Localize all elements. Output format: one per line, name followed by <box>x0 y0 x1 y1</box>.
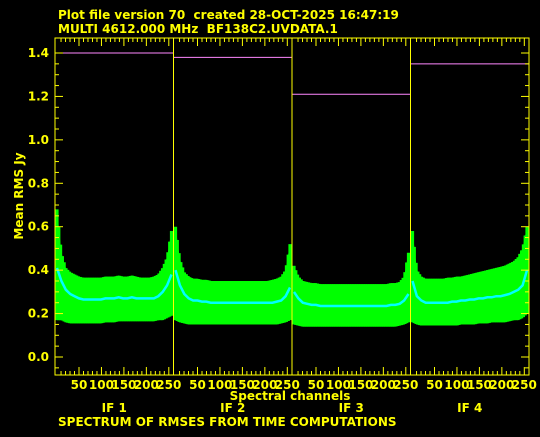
if-2-band-fill <box>175 226 290 325</box>
if-4-error-bars <box>410 226 529 326</box>
plot-frame <box>54 37 530 376</box>
if-2-error-bars <box>173 226 292 325</box>
if-3-band-fill <box>294 252 409 327</box>
if-4-xtick-label: 250 <box>512 378 537 392</box>
if-1-xtick-label: 50 <box>71 378 88 392</box>
if-3-mean-line <box>292 291 410 308</box>
ytick-label: 0.0 <box>28 350 49 364</box>
if-4-xtick-label: 100 <box>444 378 469 392</box>
ytick-label: 0.8 <box>28 176 49 190</box>
if-3-xtick-label: 200 <box>371 378 396 392</box>
plot-border <box>54 37 530 376</box>
if-3-label: IF 3 <box>339 401 364 415</box>
if-4-xtick-label: 150 <box>467 378 492 392</box>
if-2-xtick-label: 100 <box>207 378 232 392</box>
if-2-label: IF 2 <box>220 401 245 415</box>
if-1-xtick-label: 200 <box>134 378 159 392</box>
if-2-mean-line <box>174 269 292 304</box>
x-axis-label: Spectral channels <box>230 389 351 403</box>
if-3-xtick-label: 250 <box>393 378 418 392</box>
if-1-mean-line <box>55 267 173 301</box>
if-4-label: IF 4 <box>457 401 482 415</box>
y-axis-label: Mean RMS Jy <box>12 152 26 239</box>
if-2-xtick-label: 150 <box>230 378 255 392</box>
if-2-xtick-label: 250 <box>275 378 300 392</box>
panel-bands <box>55 52 529 327</box>
if-4-xtick-label: 50 <box>426 378 443 392</box>
if-1-band-fill <box>57 209 172 324</box>
ytick-label: 1.0 <box>28 133 49 147</box>
footer-caption: SPECTRUM OF RMSES FROM TIME COMPUTATIONS <box>58 415 397 429</box>
ytick-label: 0.4 <box>28 263 49 277</box>
if-1-error-bars <box>55 209 174 324</box>
if-4-band-fill <box>412 226 527 326</box>
ytick-label: 0.6 <box>28 220 49 234</box>
if-1-xtick-label: 250 <box>156 378 181 392</box>
if-1-xtick-label: 100 <box>89 378 114 392</box>
if-2-xtick-label: 200 <box>252 378 277 392</box>
if-4-mean-line <box>411 269 529 304</box>
ytick-label: 0.2 <box>28 307 49 321</box>
if-2-xtick-label: 50 <box>189 378 206 392</box>
if-3-xtick-label: 100 <box>326 378 351 392</box>
if-3-xtick-label: 50 <box>308 378 325 392</box>
plot-header-line1: Plot file version 70 created 28-OCT-2025… <box>58 8 399 22</box>
if-4-xtick-label: 200 <box>489 378 514 392</box>
if-3-error-bars <box>292 252 411 327</box>
ytick-label: 1.2 <box>28 89 49 103</box>
plot-header-line2: MULTI 4612.000 MHz BF138C2.UVDATA.1 <box>58 22 338 36</box>
if-1-xtick-label: 150 <box>111 378 136 392</box>
ytick-label: 1.4 <box>28 46 49 60</box>
if-1-label: IF 1 <box>102 401 127 415</box>
if-3-xtick-label: 150 <box>348 378 373 392</box>
